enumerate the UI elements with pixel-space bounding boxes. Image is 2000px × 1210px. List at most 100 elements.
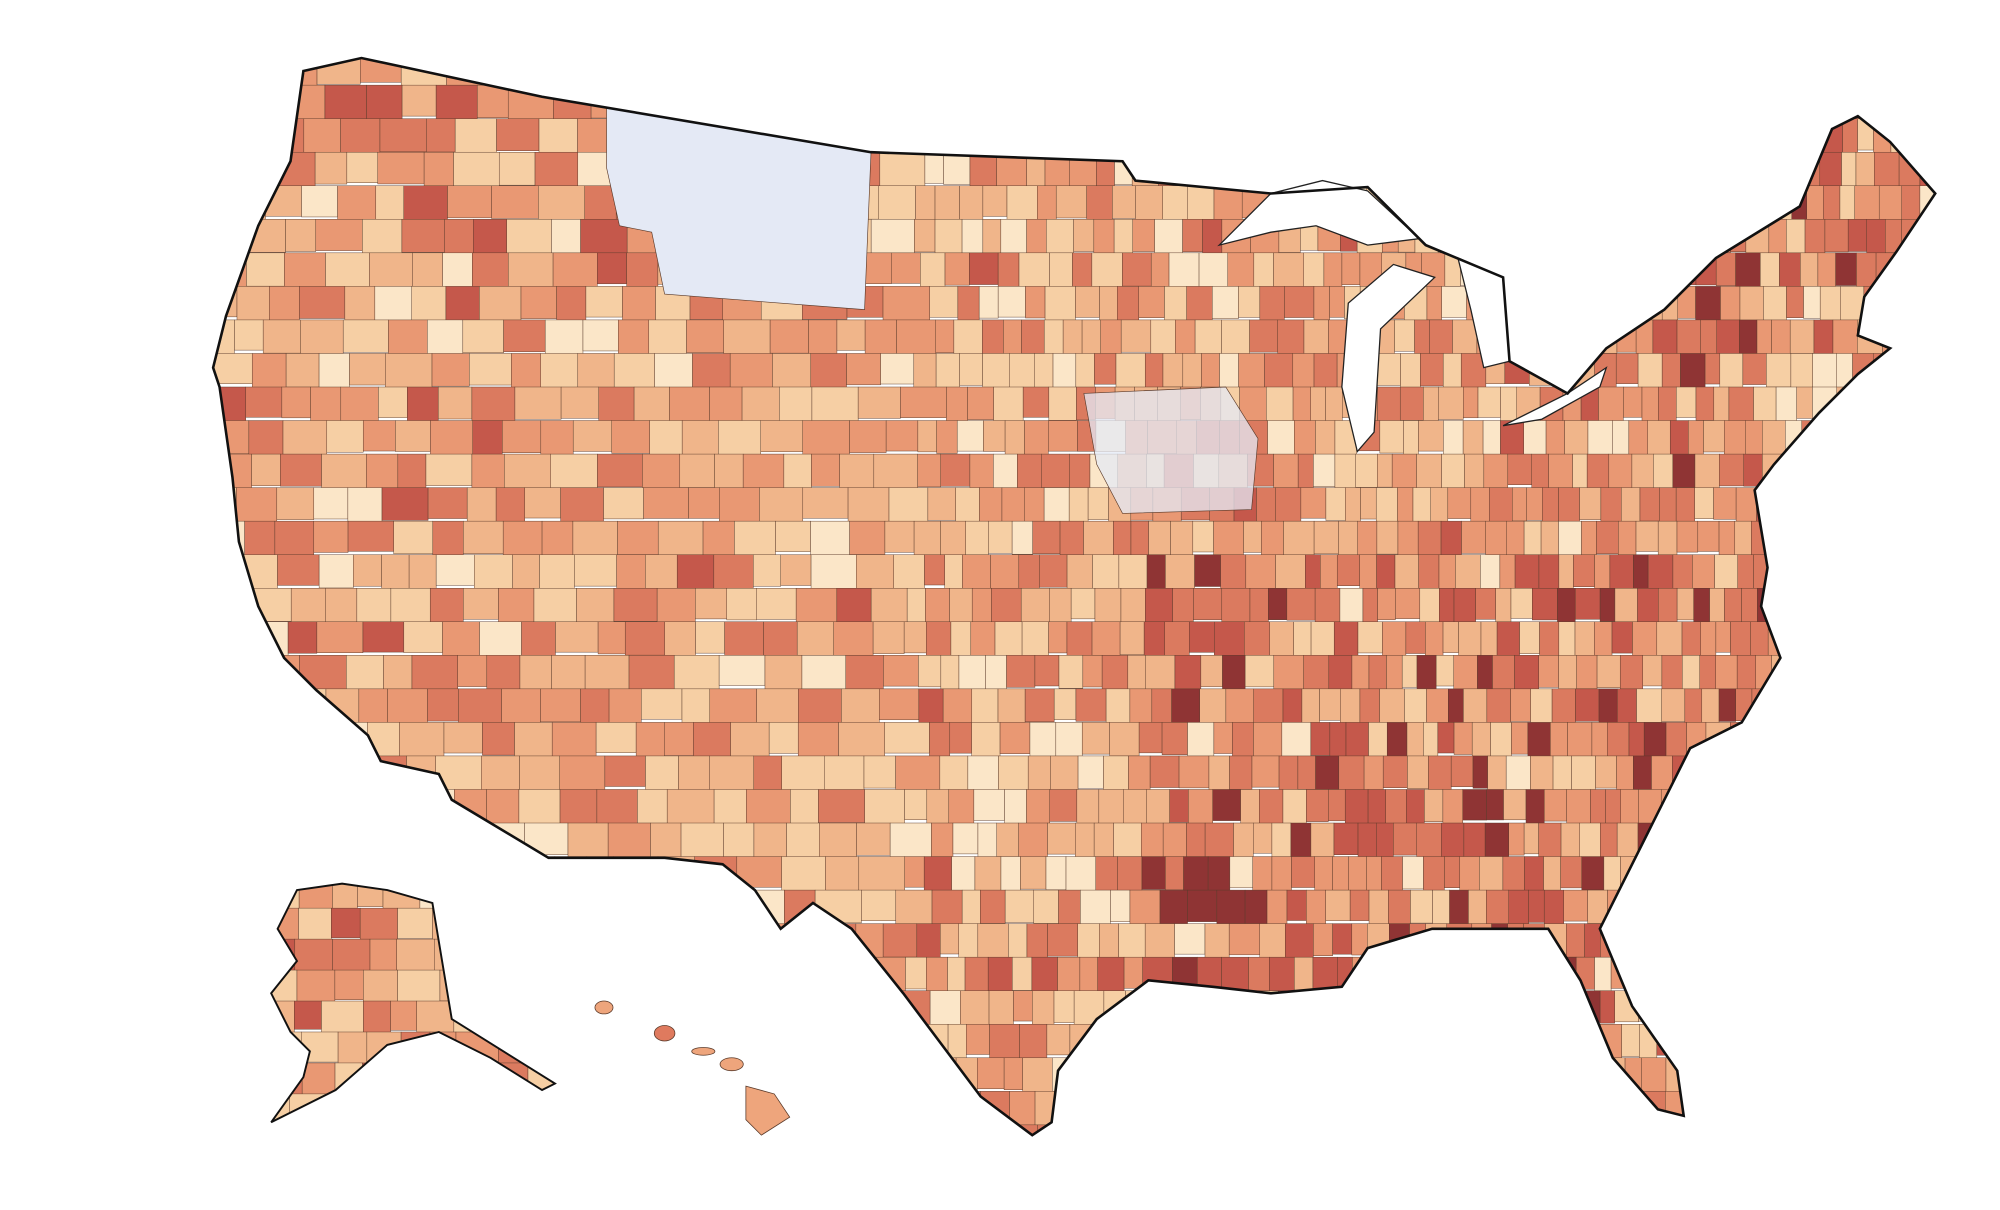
county bbox=[1013, 990, 1033, 1022]
county bbox=[1647, 923, 1670, 963]
county bbox=[605, 1124, 640, 1136]
county bbox=[1880, 386, 1903, 419]
county bbox=[1210, 1091, 1241, 1125]
county bbox=[1816, 1024, 1842, 1056]
county bbox=[1219, 353, 1239, 391]
county bbox=[1187, 185, 1215, 223]
county bbox=[1417, 520, 1442, 556]
county bbox=[1195, 1057, 1214, 1090]
county bbox=[1935, 520, 1936, 555]
county bbox=[1052, 353, 1077, 392]
county bbox=[1724, 588, 1742, 624]
county bbox=[1729, 755, 1751, 790]
county bbox=[1161, 722, 1188, 755]
county bbox=[1274, 151, 1297, 189]
county bbox=[1906, 58, 1926, 86]
county bbox=[1219, 151, 1250, 183]
county bbox=[1750, 621, 1769, 658]
county bbox=[965, 520, 989, 557]
county bbox=[1086, 185, 1113, 226]
county bbox=[1729, 118, 1755, 150]
county bbox=[411, 655, 458, 695]
county bbox=[1642, 1124, 1660, 1136]
county bbox=[1261, 84, 1282, 116]
county bbox=[824, 990, 859, 1024]
county bbox=[337, 185, 377, 224]
county bbox=[321, 453, 367, 494]
county bbox=[839, 453, 875, 491]
county bbox=[1113, 219, 1133, 259]
county bbox=[603, 487, 644, 520]
county bbox=[524, 822, 569, 855]
county bbox=[643, 487, 689, 519]
county bbox=[419, 883, 451, 911]
county bbox=[1498, 118, 1515, 150]
county bbox=[613, 1057, 642, 1096]
county bbox=[1514, 655, 1539, 693]
county bbox=[1041, 453, 1070, 488]
county bbox=[1259, 923, 1286, 959]
county bbox=[1221, 588, 1251, 623]
county bbox=[1904, 1091, 1925, 1123]
county bbox=[1504, 1024, 1522, 1063]
county bbox=[1403, 84, 1426, 120]
county bbox=[958, 923, 979, 960]
county bbox=[1221, 319, 1250, 357]
county bbox=[1278, 755, 1299, 795]
county bbox=[1433, 1057, 1458, 1093]
county bbox=[294, 938, 333, 971]
county bbox=[942, 688, 973, 727]
county bbox=[1719, 453, 1744, 487]
county bbox=[1607, 722, 1630, 762]
island bbox=[719, 1057, 744, 1072]
county bbox=[234, 319, 264, 351]
county bbox=[1138, 286, 1165, 318]
county bbox=[1746, 990, 1770, 1030]
county bbox=[1942, 286, 1966, 318]
county bbox=[624, 621, 665, 656]
county bbox=[1453, 219, 1477, 257]
county bbox=[1653, 453, 1674, 492]
county bbox=[1630, 252, 1654, 292]
county bbox=[1129, 889, 1161, 927]
county bbox=[1307, 58, 1324, 90]
county bbox=[584, 185, 617, 222]
county bbox=[552, 1093, 555, 1123]
county bbox=[1642, 655, 1663, 687]
county bbox=[1441, 822, 1465, 860]
county bbox=[787, 990, 826, 1027]
county bbox=[673, 655, 720, 691]
county bbox=[1737, 956, 1757, 988]
county bbox=[1278, 990, 1304, 1024]
county bbox=[332, 883, 358, 912]
county bbox=[213, 722, 253, 760]
county bbox=[1287, 1057, 1313, 1089]
county bbox=[1325, 889, 1351, 921]
county bbox=[1937, 119, 1956, 151]
county bbox=[953, 319, 983, 354]
county bbox=[1562, 1024, 1581, 1065]
county bbox=[1026, 789, 1050, 824]
county bbox=[1244, 655, 1275, 688]
county bbox=[1132, 219, 1155, 252]
county bbox=[1081, 722, 1110, 755]
county bbox=[648, 319, 687, 359]
county bbox=[1340, 688, 1361, 728]
county bbox=[640, 1057, 675, 1097]
county bbox=[1368, 889, 1389, 925]
county bbox=[213, 554, 244, 591]
county bbox=[1903, 822, 1924, 862]
county bbox=[1841, 151, 1857, 188]
county bbox=[695, 588, 727, 620]
county bbox=[1076, 789, 1100, 827]
county bbox=[1424, 789, 1444, 822]
county bbox=[1025, 286, 1046, 319]
county bbox=[1294, 420, 1316, 459]
county bbox=[918, 655, 942, 688]
county bbox=[1861, 655, 1877, 690]
county bbox=[1077, 755, 1104, 789]
county bbox=[1510, 688, 1531, 722]
county bbox=[1874, 84, 1896, 118]
county bbox=[1117, 1024, 1144, 1055]
county bbox=[1933, 990, 1936, 1023]
